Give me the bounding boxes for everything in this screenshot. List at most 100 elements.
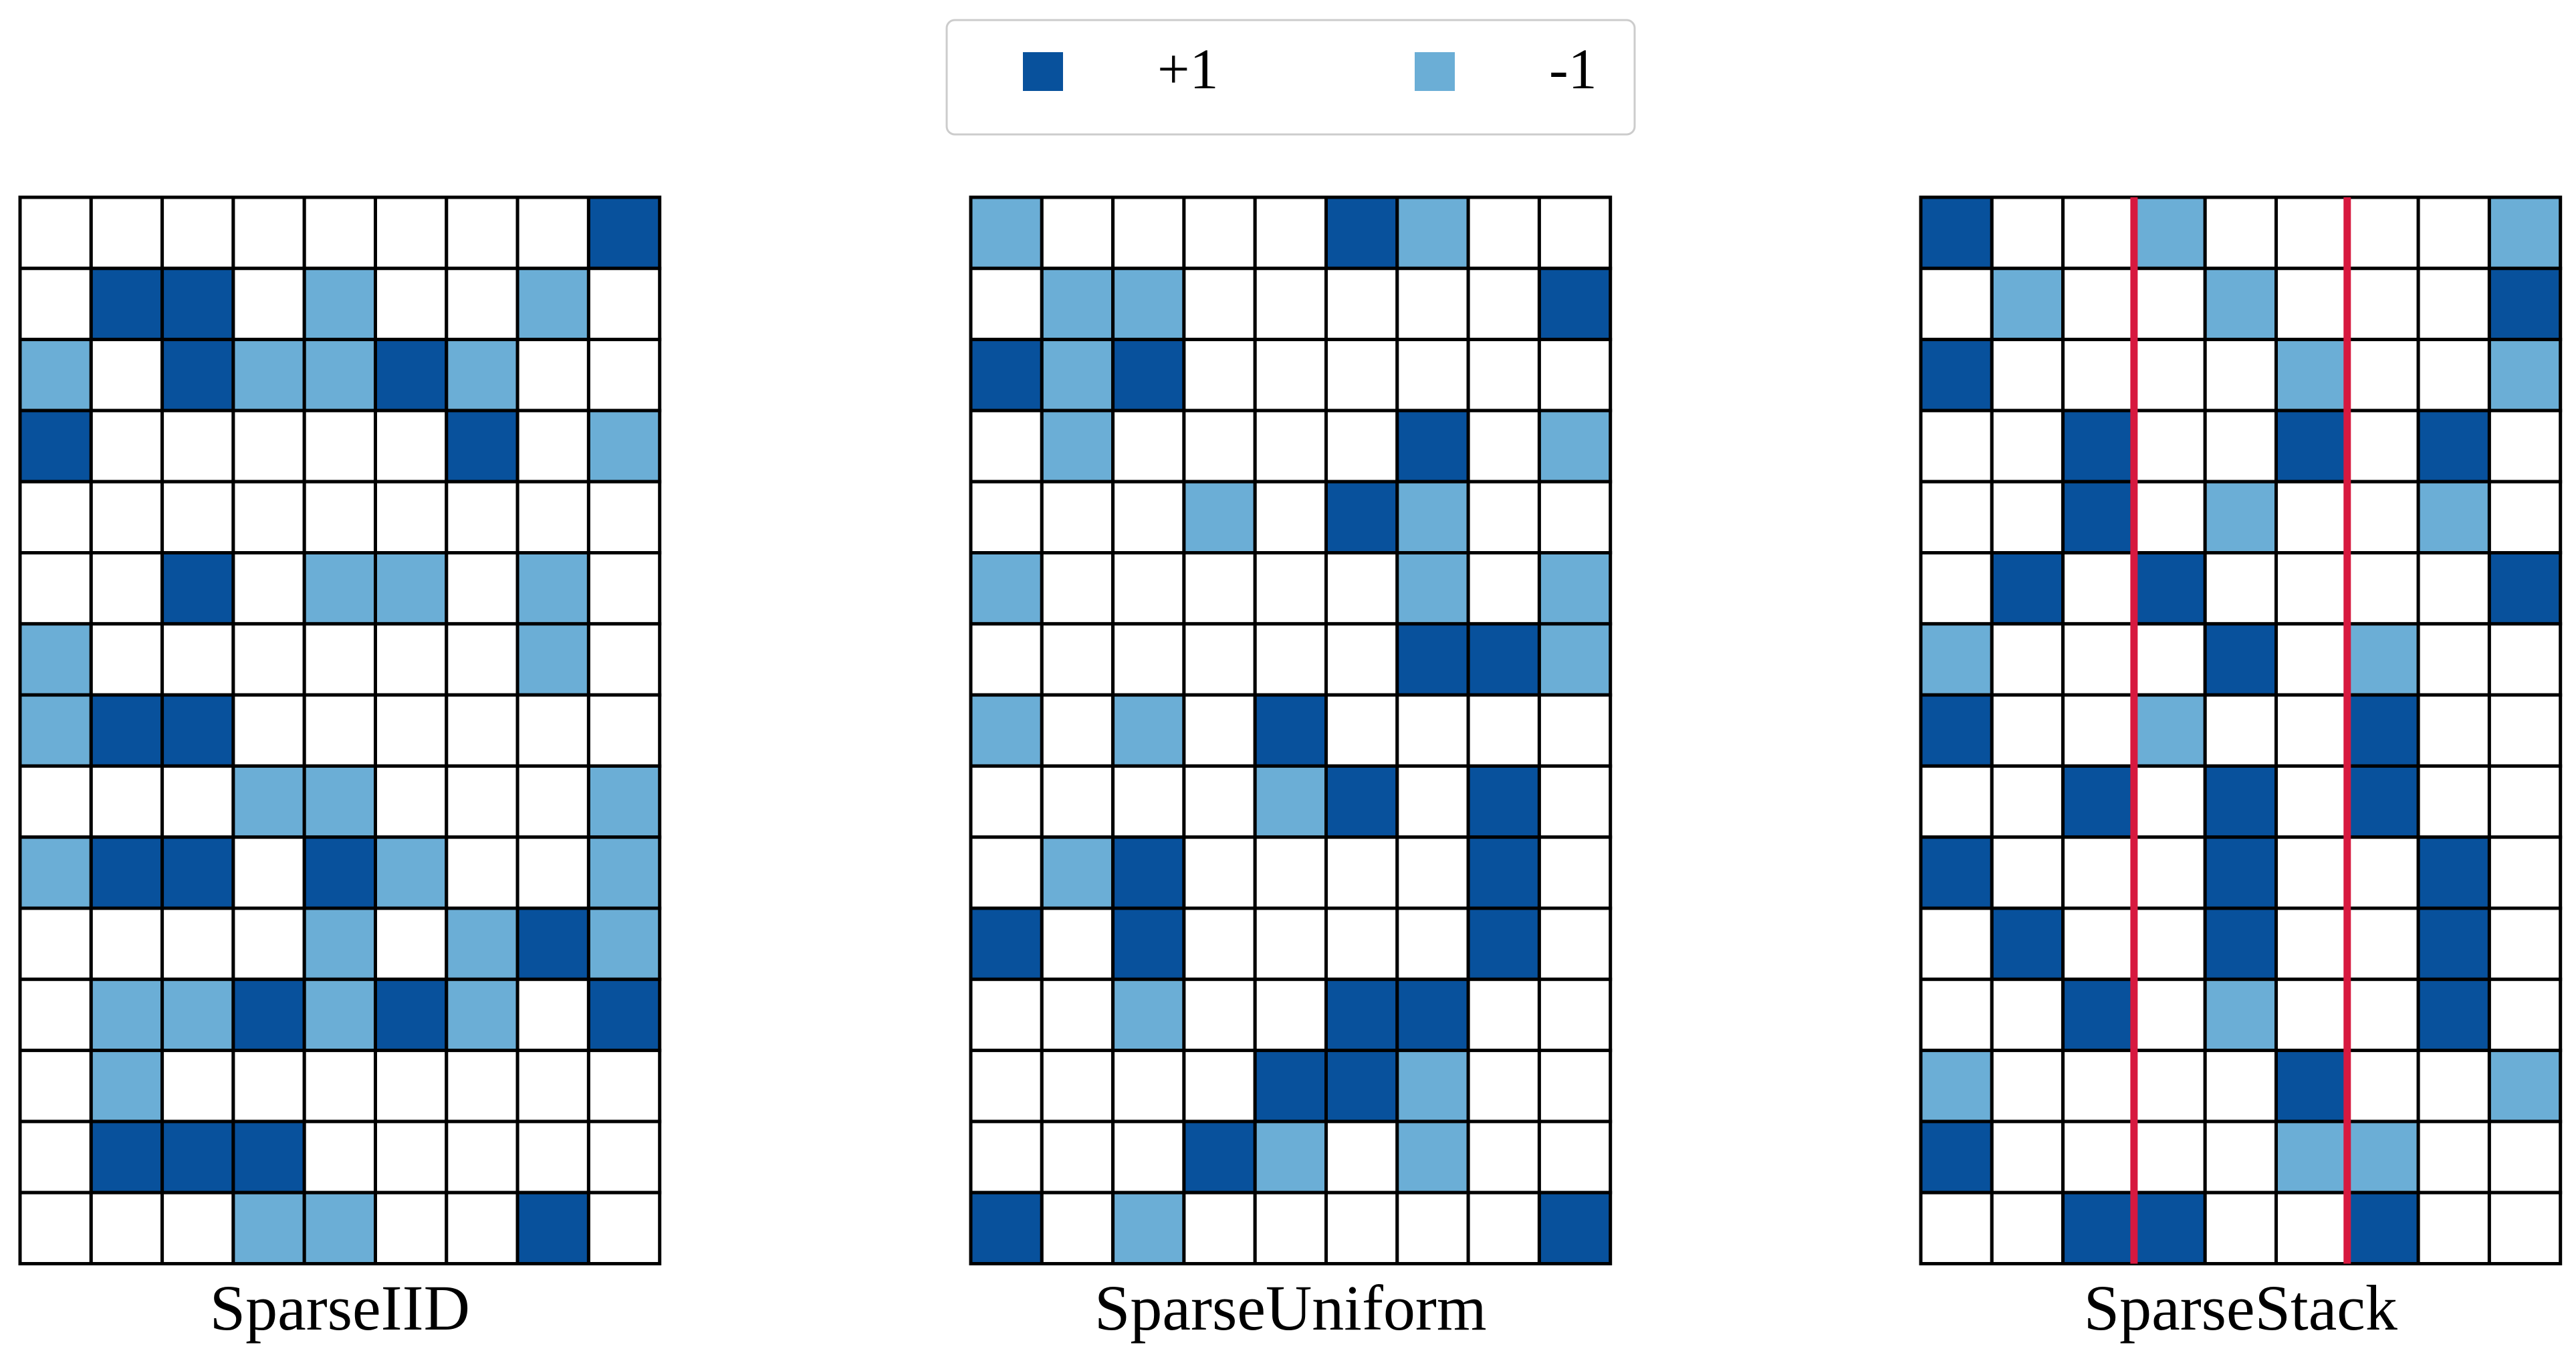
heatmap-cell-r14-c2 (160, 1190, 235, 1265)
heatmap-cell-r8-c3 (2132, 764, 2207, 839)
heatmap-cell-r4-c0 (969, 480, 1044, 555)
heatmap-cell-r13-c5 (2274, 1120, 2349, 1194)
panel-sparse-uniform: SparseUniform (969, 195, 1613, 1344)
heatmap-cell-r0-c0 (969, 195, 1044, 270)
heatmap-cell-r6-c6 (2345, 622, 2420, 697)
heatmap-cell-r14-c0 (1919, 1190, 1994, 1265)
heatmap-cell-r5-c1 (1990, 551, 2065, 626)
heatmap-cell-r10-c4 (1253, 906, 1328, 981)
heatmap-cell-r13-c2 (160, 1120, 235, 1194)
heatmap-cell-r12-c8 (1537, 1049, 1613, 1124)
heatmap-cell-r3-c4 (2203, 409, 2278, 484)
heatmap-cell-r10-c5 (2274, 906, 2349, 981)
heatmap-cell-r1-c3 (1182, 266, 1257, 342)
legend-swatch-minus-one (1415, 52, 1455, 91)
heatmap-cell-r0-c7 (1466, 195, 1541, 270)
heatmap-cell-r6-c6 (1395, 622, 1470, 697)
heatmap-cell-r3-c3 (2132, 409, 2207, 484)
heatmap-cell-r3-c2 (2061, 409, 2136, 484)
heatmap-cell-r9-c4 (1253, 835, 1328, 910)
heatmap-cell-r8-c4 (1253, 764, 1328, 839)
legend-label-plus-one: +1 (1157, 37, 1219, 101)
heatmap-cell-r3-c3 (1182, 409, 1257, 484)
heatmap-cell-r12-c5 (374, 1049, 449, 1124)
heatmap-cell-r7-c0 (18, 693, 93, 768)
heatmap-cell-r3-c5 (374, 409, 449, 484)
heatmap-cell-r2-c6 (2345, 338, 2420, 413)
heatmap-cell-r3-c1 (1990, 409, 2065, 484)
heatmap-cell-r10-c6 (445, 906, 519, 981)
heatmap-cell-r9-c0 (1919, 835, 1994, 910)
heatmap-cell-r11-c0 (969, 977, 1044, 1053)
heatmap-cell-r6-c3 (1182, 622, 1257, 697)
heatmap-cell-r10-c8 (2487, 906, 2563, 981)
heatmap-cell-r10-c0 (18, 906, 93, 981)
heatmap-cell-r14-c8 (586, 1190, 662, 1265)
heatmap-cell-r0-c7 (2416, 195, 2491, 270)
heatmap-cell-r6-c8 (1537, 622, 1613, 697)
heatmap-cell-r8-c3 (231, 764, 306, 839)
heatmap-cell-r11-c4 (1253, 977, 1328, 1053)
heatmap-cell-r12-c6 (1395, 1049, 1470, 1124)
heatmap-cell-r1-c1 (89, 266, 164, 342)
heatmap-cell-r2-c6 (1395, 338, 1470, 413)
heatmap-cell-r1-c0 (1919, 266, 1994, 342)
heatmap-cell-r13-c8 (586, 1120, 662, 1194)
heatmap-cell-r12-c7 (515, 1049, 590, 1124)
heatmap-cell-r7-c3 (2132, 693, 2207, 768)
heatmap-cell-r1-c7 (1466, 266, 1541, 342)
heatmap-cell-r14-c5 (2274, 1190, 2349, 1265)
heatmap-cell-r7-c6 (445, 693, 519, 768)
heatmap-cell-r8-c1 (1990, 764, 2065, 839)
heatmap-cell-r6-c3 (2132, 622, 2207, 697)
heatmap-cell-r3-c2 (1111, 409, 1186, 484)
heatmap-cell-r11-c5 (374, 977, 449, 1053)
heatmap-cell-r6-c4 (1253, 622, 1328, 697)
heatmap-cell-r5-c1 (89, 551, 164, 626)
heatmap-cell-r2-c2 (2061, 338, 2136, 413)
heatmap-cell-r6-c0 (1919, 622, 1994, 697)
heatmap-cell-r9-c8 (586, 835, 662, 910)
heatmap-cell-r0-c3 (2132, 195, 2207, 270)
heatmap-cell-r6-c5 (374, 622, 449, 697)
heatmap-cell-r4-c3 (2132, 480, 2207, 555)
heatmap-cells (969, 195, 1613, 1265)
heatmap-cell-r13-c7 (2416, 1120, 2491, 1194)
heatmap-cell-r4-c2 (160, 480, 235, 555)
heatmap-cell-r2-c4 (2203, 338, 2278, 413)
heatmap-cell-r6-c6 (445, 622, 519, 697)
heatmap-cell-r8-c2 (2061, 764, 2136, 839)
heatmap-cell-r3-c6 (445, 409, 519, 484)
heatmap-cell-r5-c4 (302, 551, 378, 626)
heatmap-cell-r8-c7 (1466, 764, 1541, 839)
heatmap-cell-r10-c2 (160, 906, 235, 981)
heatmap-cell-r8-c0 (969, 764, 1044, 839)
heatmap-cell-r3-c8 (1537, 409, 1613, 484)
heatmap-cell-r4-c7 (2416, 480, 2491, 555)
heatmap-cell-r10-c3 (1182, 906, 1257, 981)
heatmap-cell-r12-c2 (2061, 1049, 2136, 1124)
heatmap-cell-r11-c2 (2061, 977, 2136, 1053)
heatmap-cell-r1-c6 (445, 266, 519, 342)
heatmap-cell-r8-c2 (160, 764, 235, 839)
heatmap-cell-r1-c8 (586, 266, 662, 342)
heatmap-cell-r9-c7 (1466, 835, 1541, 910)
heatmap-cell-r3-c7 (2416, 409, 2491, 484)
heatmap-cell-r10-c5 (374, 906, 449, 981)
heatmap-cell-r9-c4 (302, 835, 378, 910)
panel-title-sparse-uniform: SparseUniform (1094, 1272, 1487, 1344)
heatmap-cell-r13-c6 (2345, 1120, 2420, 1194)
heatmap-cell-r3-c4 (1253, 409, 1328, 484)
heatmap-cell-r12-c6 (2345, 1049, 2420, 1124)
heatmap-cell-r2-c7 (2416, 338, 2491, 413)
heatmap-cell-r14-c6 (445, 1190, 519, 1265)
heatmap-cell-r9-c2 (160, 835, 235, 910)
heatmap-cell-r11-c8 (1537, 977, 1613, 1053)
heatmap-cell-r10-c2 (2061, 906, 2136, 981)
heatmap-cell-r12-c3 (231, 1049, 306, 1124)
heatmap-cell-r2-c5 (374, 338, 449, 413)
heatmap-cell-r8-c5 (374, 764, 449, 839)
heatmap-cell-r13-c0 (969, 1120, 1044, 1194)
legend-swatch-plus-one (1023, 52, 1063, 91)
heatmap-cell-r12-c8 (2487, 1049, 2563, 1124)
